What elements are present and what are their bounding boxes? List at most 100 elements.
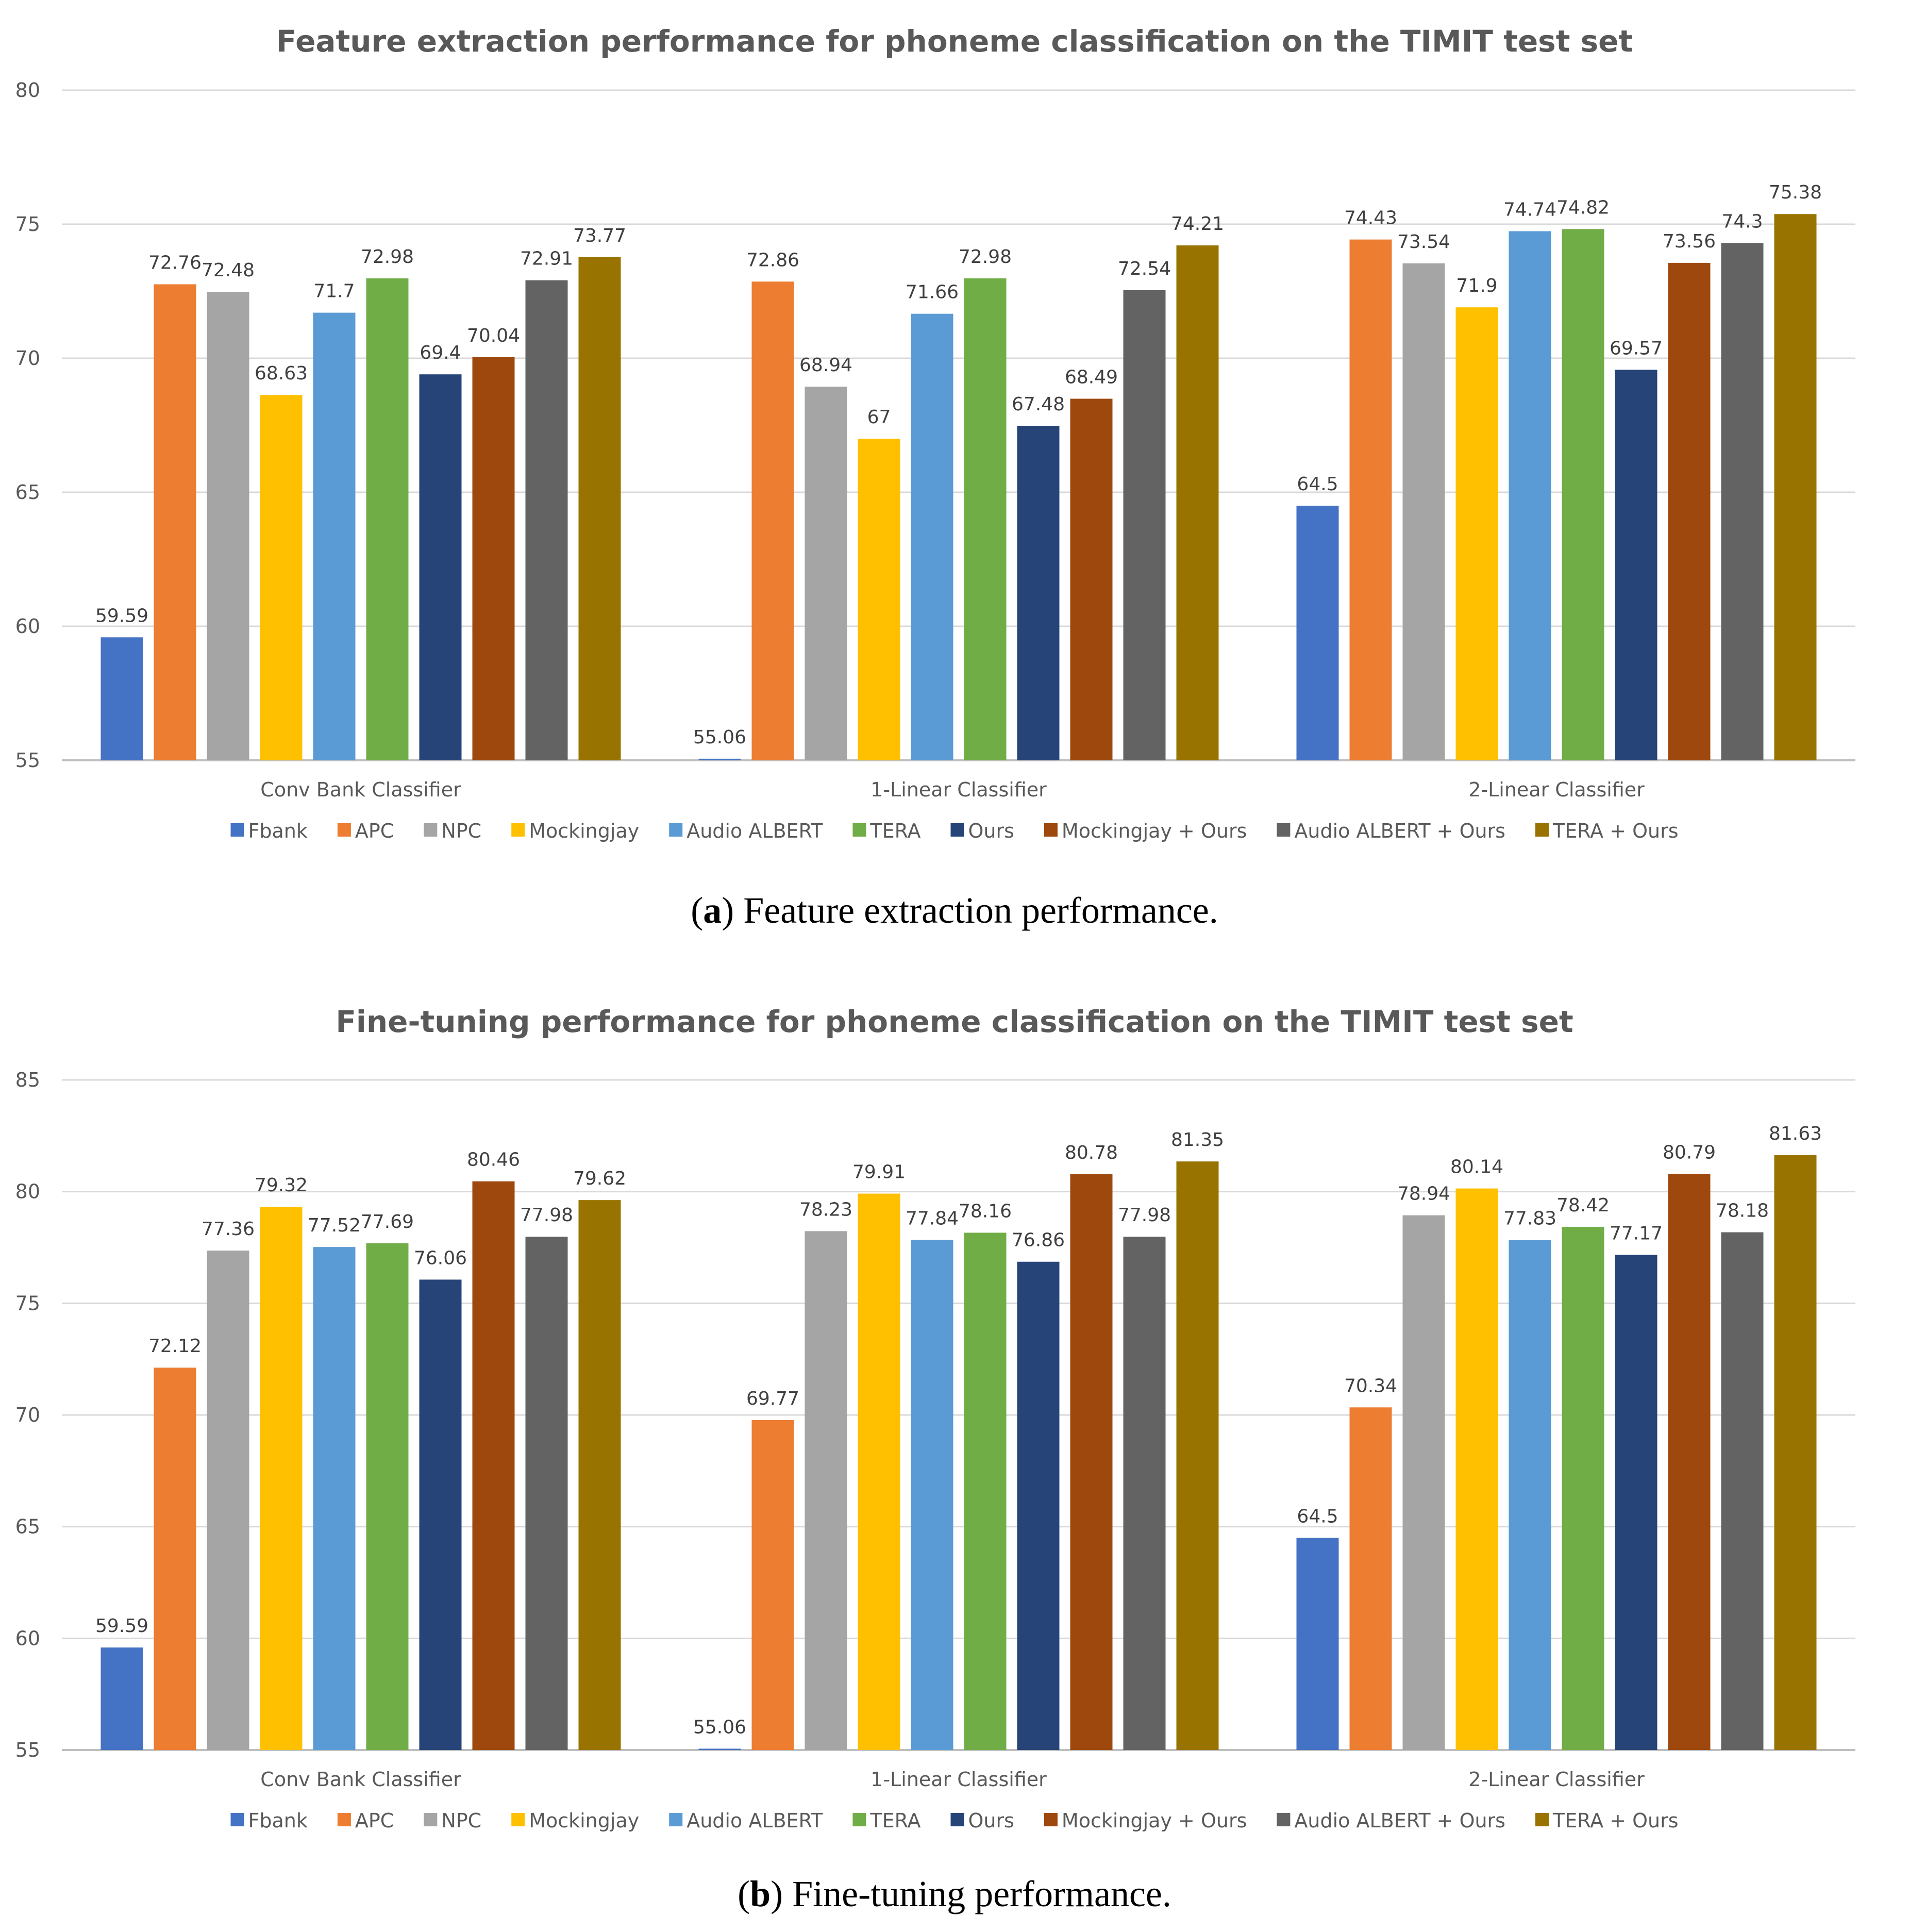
data-label: 71.9: [1456, 275, 1497, 296]
bar: [578, 257, 621, 761]
legend-label: NPC: [441, 820, 481, 842]
bar: [1176, 1161, 1219, 1750]
bar: [698, 758, 741, 760]
data-label: 78.18: [1716, 1201, 1769, 1222]
category-label: Conv Bank Classifier: [260, 1768, 461, 1791]
legend-swatch: [950, 823, 964, 837]
data-label: 68.63: [255, 363, 308, 384]
bar: [964, 1233, 1007, 1750]
data-label: 76.86: [1012, 1230, 1065, 1251]
bar: [1509, 1240, 1551, 1750]
bar: [525, 1237, 568, 1750]
data-label: 80.14: [1450, 1157, 1503, 1178]
data-label: 77.52: [308, 1215, 361, 1236]
bar: [1562, 1227, 1604, 1750]
bar: [1402, 263, 1445, 760]
legend: Fbank APC NPC Mockingjay Audio ALBERT TERA Our…: [230, 1809, 1679, 1832]
data-label: 69.77: [746, 1388, 799, 1409]
data-label: 55.06: [693, 1717, 746, 1738]
bar: [858, 439, 900, 760]
data-label: 75.38: [1769, 182, 1822, 203]
bar: [1721, 243, 1764, 760]
bar: [1774, 1155, 1817, 1750]
data-label: 72.98: [361, 246, 414, 268]
legend-item: TERA + Ours: [1535, 820, 1679, 842]
legend-swatch: [852, 823, 866, 837]
legend-swatch: [424, 1813, 438, 1826]
legend-label: TERA + Ours: [1552, 820, 1679, 842]
bar: [101, 637, 143, 760]
y-tick-label: 80: [15, 1180, 40, 1203]
legend-swatch: [669, 1813, 683, 1826]
data-label: 81.35: [1171, 1129, 1224, 1151]
legend-swatch: [1277, 823, 1291, 837]
legend-item: Mockingjay: [511, 1809, 639, 1832]
bar: [805, 387, 847, 760]
data-label: 79.32: [255, 1175, 308, 1196]
legend-item: TERA: [852, 820, 921, 842]
y-tick-label: 60: [15, 1627, 40, 1650]
legend-item: NPC: [424, 1809, 481, 1832]
legend-item: Mockingjay: [511, 820, 639, 842]
y-tick-label: 75: [15, 213, 40, 236]
legend-swatch: [1044, 1813, 1058, 1826]
data-label: 79.91: [852, 1162, 906, 1183]
data-label: 68.94: [799, 355, 852, 376]
chart-feature-extraction: Feature extraction performance for phone…: [15, 24, 1855, 931]
legend-swatch: [230, 1813, 244, 1826]
data-label: 77.69: [361, 1211, 414, 1233]
data-label: 73.54: [1397, 231, 1450, 253]
data-label: 72.12: [148, 1336, 202, 1357]
legend-item: Ours: [950, 1809, 1014, 1832]
bar: [366, 1243, 409, 1750]
data-label: 64.5: [1297, 1506, 1338, 1527]
data-label: 72.86: [746, 249, 799, 271]
data-label: 73.56: [1663, 231, 1716, 252]
legend-label: Mockingjay + Ours: [1062, 820, 1247, 842]
data-label: 80.78: [1065, 1142, 1118, 1163]
category-label: 2-Linear Classifier: [1468, 1768, 1645, 1791]
legend-item: Audio ALBERT: [669, 1809, 823, 1832]
data-label: 78.23: [799, 1199, 852, 1220]
bar: [1455, 1188, 1498, 1750]
legend-label: Mockingjay: [529, 1809, 639, 1832]
bar: [1615, 1255, 1657, 1750]
data-label: 74.3: [1721, 211, 1763, 232]
legend-label: APC: [355, 1809, 394, 1832]
data-label: 59.59: [95, 605, 148, 626]
figure-a: Feature extraction performance for phone…: [15, 24, 1855, 931]
bar: [1296, 1538, 1339, 1750]
chart-fine-tuning: Fine-tuning performance for phoneme clas…: [15, 1004, 1855, 1914]
legend-label: TERA + Ours: [1552, 1809, 1679, 1832]
legend-label: Audio ALBERT: [686, 820, 823, 842]
bar: [154, 1368, 196, 1750]
legend-label: Audio ALBERT + Ours: [1294, 820, 1505, 842]
legend-item: Mockingjay + Ours: [1044, 1809, 1247, 1832]
data-label: 77.98: [520, 1205, 573, 1226]
legend-item: Audio ALBERT + Ours: [1277, 820, 1505, 842]
bar: [1123, 1237, 1166, 1750]
data-label: 72.76: [148, 252, 202, 273]
figure-caption: (a) Feature extraction performance.: [691, 890, 1218, 931]
chart-title: Feature extraction performance for phone…: [276, 24, 1633, 59]
legend-label: NPC: [441, 1809, 481, 1832]
category-label: 2-Linear Classifier: [1468, 778, 1645, 801]
legend: Fbank APC NPC Mockingjay Audio ALBERT TERA Our…: [230, 820, 1679, 842]
legend-label: TERA: [869, 820, 920, 842]
data-label: 77.17: [1610, 1223, 1663, 1244]
legend-label: TERA: [869, 1809, 920, 1832]
legend-item: TERA: [852, 1809, 921, 1832]
data-label: 77.83: [1503, 1208, 1556, 1229]
data-label: 64.5: [1297, 474, 1338, 495]
legend-item: TERA + Ours: [1535, 1809, 1679, 1832]
legend-label: Fbank: [248, 1809, 308, 1832]
bar: [260, 1207, 303, 1750]
bar: [1070, 1174, 1113, 1750]
bar: [805, 1231, 847, 1750]
legend-item: Audio ALBERT: [669, 820, 823, 842]
bar: [1509, 231, 1551, 760]
data-label: 71.7: [313, 281, 355, 302]
bar: [1455, 307, 1498, 760]
data-label: 78.42: [1556, 1195, 1610, 1216]
legend-swatch: [852, 1813, 866, 1826]
